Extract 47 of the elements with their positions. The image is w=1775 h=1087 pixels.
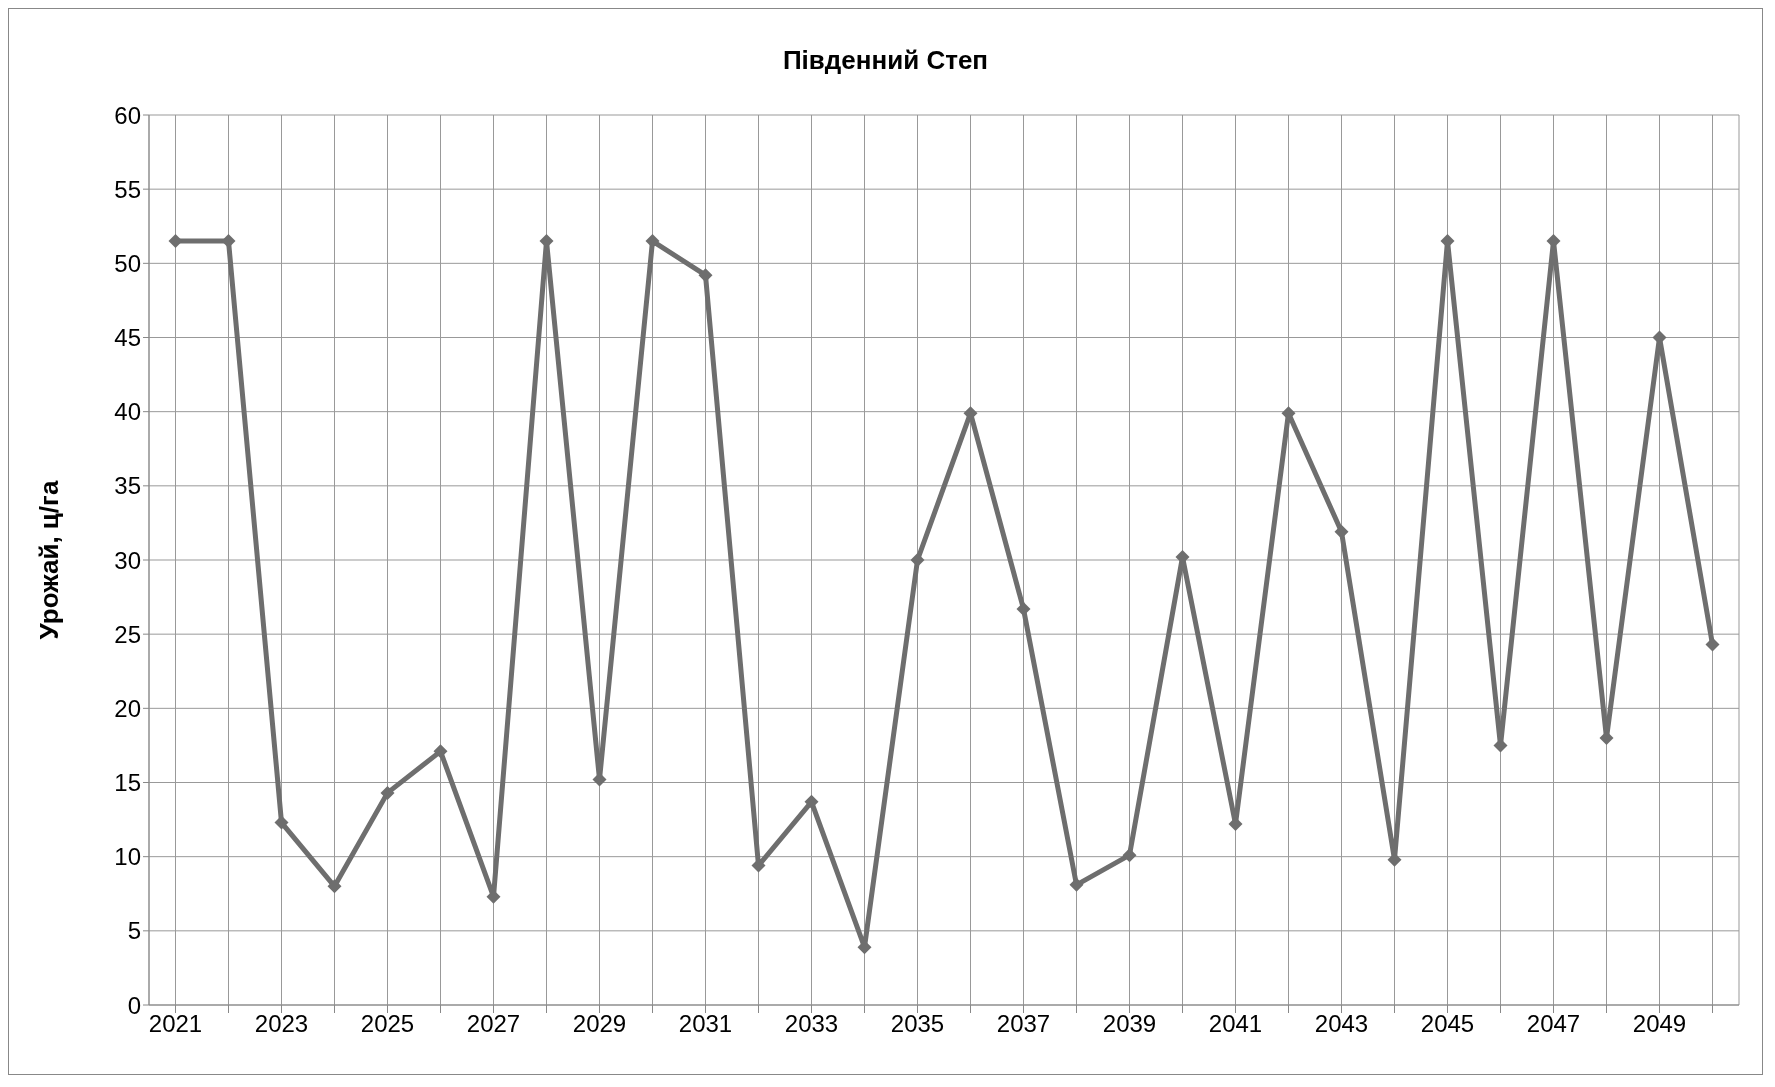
x-tick-label: 2049 [1632,1010,1687,1038]
point [1069,877,1084,892]
x-tick-label: 2031 [678,1010,733,1038]
x-tick-label: 2039 [1102,1010,1157,1038]
y-axis-title: Урожай, ц/га [34,480,65,640]
chart-title: Південний Степ [781,44,990,77]
point [1705,637,1720,652]
x-tick-label: 2035 [890,1010,945,1038]
point [168,234,183,249]
point [327,879,342,894]
y-tick-label: 60 [114,101,141,129]
point [1334,524,1349,539]
x-tick-label: 2021 [148,1010,203,1038]
point [221,234,236,249]
y-tick-label: 30 [114,546,141,574]
point [1599,731,1614,745]
y-tick-label: 55 [114,175,141,203]
x-tick-label: 2027 [466,1010,521,1038]
y-tick-label: 40 [114,398,141,426]
x-tick-label: 2043 [1314,1010,1369,1038]
point [1228,817,1243,832]
x-tick-label: 2041 [1208,1010,1263,1038]
point [274,815,289,830]
y-tick-label: 25 [114,620,141,648]
point [910,553,925,567]
x-tick-label: 2025 [360,1010,415,1038]
point [804,794,819,809]
y-tick-label: 0 [127,991,141,1019]
point [645,234,660,249]
point [1122,848,1137,863]
y-tick-label: 15 [114,769,141,797]
point [433,744,448,759]
point [1016,601,1031,616]
y-tick-label: 50 [114,249,141,277]
x-tick-label: 2033 [784,1010,839,1038]
point [698,268,713,283]
x-tick-label: 2029 [572,1010,627,1038]
y-tick-label: 35 [114,472,141,500]
y-tick-label: 10 [114,843,141,871]
x-tick-label: 2045 [1420,1010,1475,1038]
y-tick-label: 20 [114,694,141,722]
x-tick-label: 2023 [254,1010,309,1038]
point [380,785,395,800]
x-tick-label: 2037 [996,1010,1051,1038]
y-tick-label: 45 [114,324,141,352]
y-tick-label: 5 [127,917,141,945]
x-tick-label: 2047 [1526,1010,1581,1038]
